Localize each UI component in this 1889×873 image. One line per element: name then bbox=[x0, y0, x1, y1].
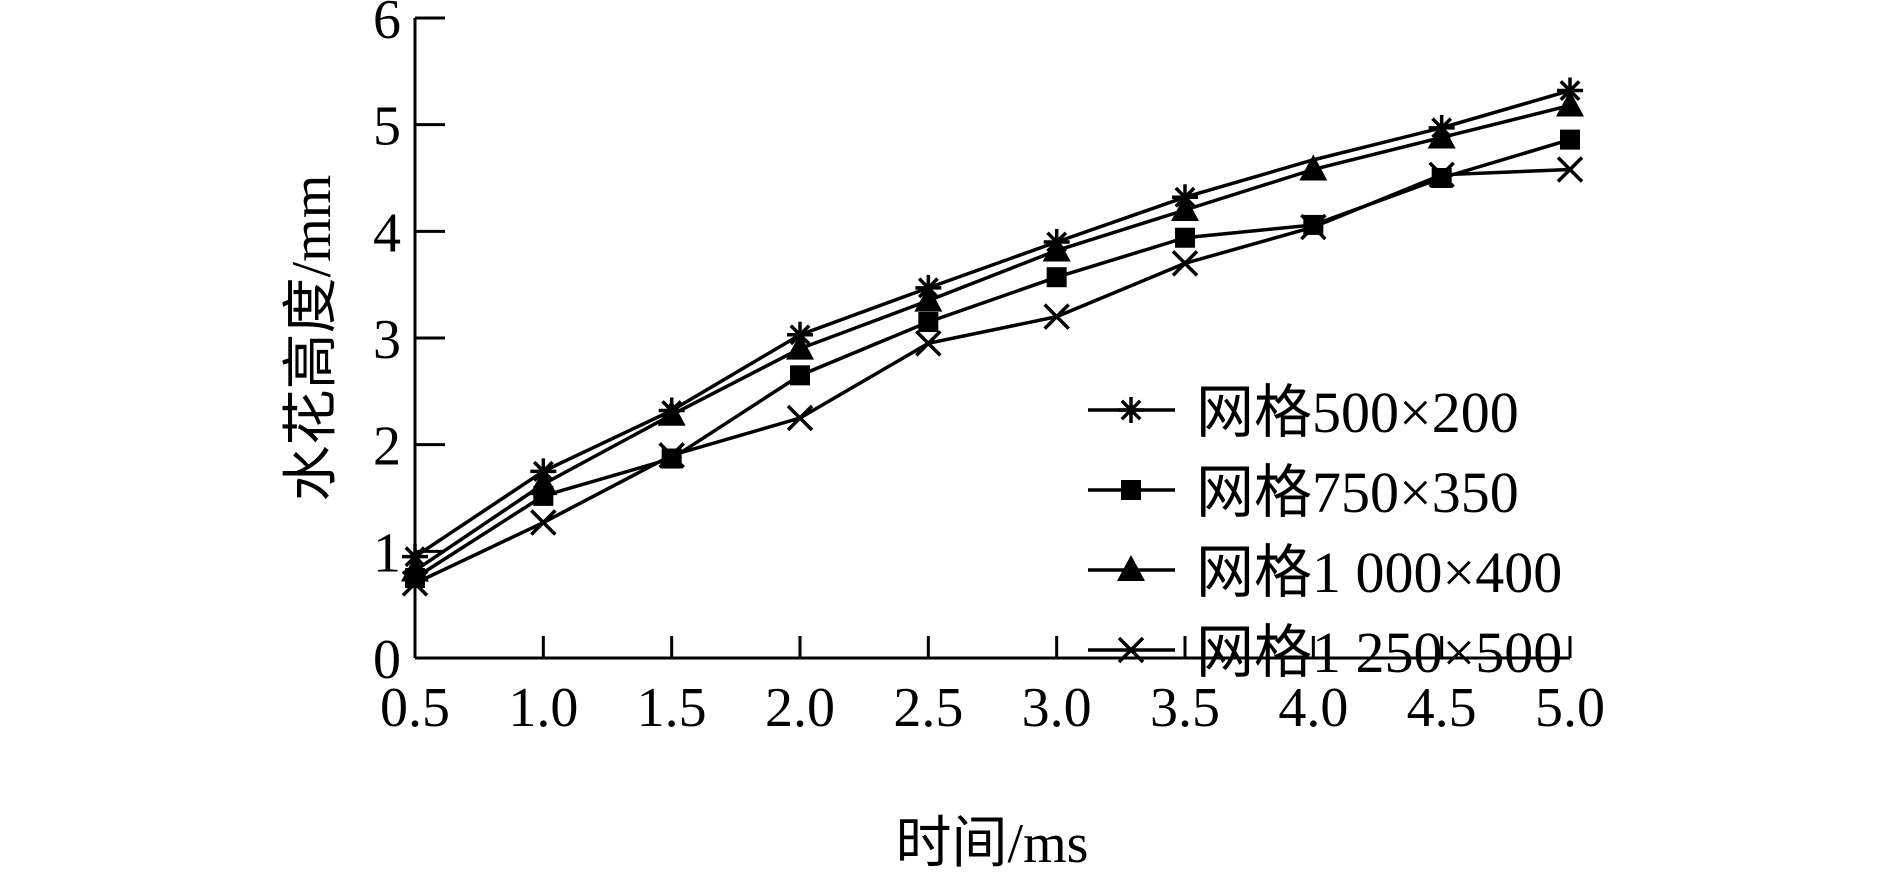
marker-square bbox=[1121, 480, 1141, 500]
marker-triangle bbox=[657, 399, 686, 426]
x-axis-label: 时间/ms bbox=[896, 813, 1089, 873]
y-tick-label: 5 bbox=[373, 96, 401, 158]
x-tick-label: 4.0 bbox=[1278, 677, 1348, 739]
marker-x bbox=[915, 330, 942, 357]
series-2 bbox=[401, 90, 1584, 582]
marker-triangle bbox=[529, 469, 558, 496]
marker-triangle bbox=[1556, 90, 1584, 117]
legend-item: 网格1 000×400 bbox=[1088, 540, 1562, 605]
marker-x bbox=[1428, 161, 1455, 189]
y-tick-label: 2 bbox=[373, 416, 401, 478]
legend-label: 网格750×350 bbox=[1196, 460, 1519, 525]
marker-triangle bbox=[786, 333, 814, 360]
y-tick-label: 0 bbox=[373, 629, 401, 691]
marker-square bbox=[1560, 129, 1580, 150]
marker-x bbox=[1556, 156, 1584, 183]
series-line bbox=[414, 103, 1571, 572]
marker-x bbox=[1117, 636, 1145, 664]
legend-label: 网格1 250×500 bbox=[1196, 620, 1562, 685]
legend-item: 网格750×350 bbox=[1088, 460, 1519, 525]
marker-triangle bbox=[1171, 195, 1199, 221]
marker-square bbox=[1046, 267, 1067, 288]
legend-label: 网格1 000×400 bbox=[1196, 540, 1562, 605]
y-tick-label: 6 bbox=[373, 0, 401, 51]
series-3 bbox=[401, 156, 1584, 597]
legend-item: 网格1 250×500 bbox=[1088, 620, 1562, 685]
marker-x bbox=[658, 442, 685, 469]
y-tick-label: 3 bbox=[373, 309, 401, 371]
x-tick-label: 1.5 bbox=[637, 677, 707, 739]
marker-triangle bbox=[1117, 555, 1145, 581]
x-tick-label: 2.5 bbox=[893, 677, 963, 739]
series-line bbox=[414, 88, 1571, 559]
legend: 网格500×200 网格750×350 网格1 000×400 网格1 250×500 bbox=[1088, 380, 1562, 685]
x-tick-label: 1.0 bbox=[508, 677, 578, 739]
marker-x bbox=[786, 404, 814, 432]
marker-square bbox=[918, 312, 939, 332]
marker-x bbox=[1171, 250, 1199, 277]
marker-x bbox=[1300, 213, 1327, 241]
x-tick-label: 3.5 bbox=[1150, 677, 1220, 739]
legend-item: 网格500×200 bbox=[1088, 380, 1519, 445]
x-tick-label: 0.5 bbox=[380, 677, 450, 739]
marker-square bbox=[1175, 227, 1195, 248]
legend-label: 网格500×200 bbox=[1196, 380, 1519, 445]
y-axis-label: 水花高度/mm bbox=[281, 175, 343, 502]
marker-square bbox=[790, 365, 810, 386]
marker-triangle bbox=[914, 285, 943, 312]
y-tick-label: 4 bbox=[373, 202, 401, 264]
marker-asterisk bbox=[1118, 397, 1144, 423]
x-tick-label: 3.0 bbox=[1022, 677, 1092, 739]
y-tick-label: 1 bbox=[373, 522, 401, 584]
marker-x bbox=[401, 570, 429, 597]
x-tick-label: 2.0 bbox=[765, 677, 835, 739]
marker-triangle bbox=[1427, 122, 1456, 149]
marker-x bbox=[1043, 303, 1070, 330]
marker-triangle bbox=[1299, 154, 1328, 181]
marker-triangle bbox=[1042, 235, 1071, 262]
marker-x bbox=[530, 509, 557, 536]
x-tick-label: 5.0 bbox=[1535, 677, 1605, 739]
x-tick-label: 4.5 bbox=[1407, 677, 1477, 739]
series-line bbox=[414, 167, 1571, 585]
axes: 0.5 1.0 1.5 2.0 2.5 3.0 3.5 4.0 4.5 5.0 0 1 2 3 4 5 6 bbox=[373, 0, 1605, 739]
series-group bbox=[401, 77, 1584, 597]
